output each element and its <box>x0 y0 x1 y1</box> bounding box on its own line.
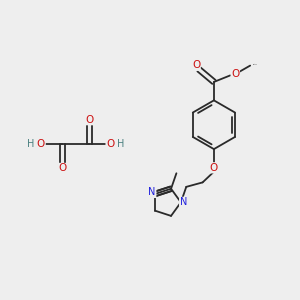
Text: H: H <box>27 139 35 149</box>
Text: O: O <box>106 139 115 149</box>
Text: N: N <box>148 188 156 197</box>
Text: O: O <box>192 60 200 70</box>
Text: O: O <box>85 115 93 125</box>
Text: O: O <box>37 139 45 149</box>
Text: O: O <box>58 164 66 173</box>
Text: N: N <box>180 197 187 207</box>
Text: O: O <box>231 69 239 79</box>
Text: H: H <box>117 139 124 149</box>
Text: methyl: methyl <box>253 64 258 65</box>
Text: O: O <box>210 163 218 173</box>
